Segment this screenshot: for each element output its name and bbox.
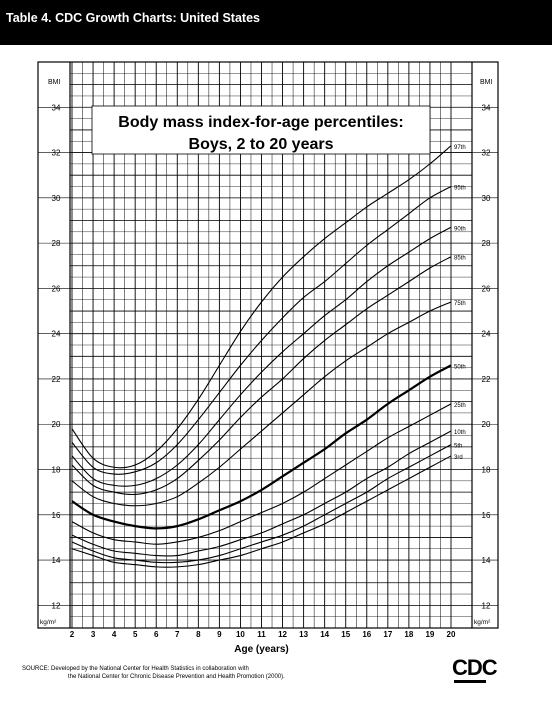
- title-box: [91, 105, 431, 155]
- percentile-label-97th: 97th: [454, 145, 466, 151]
- y-tick-label: 24: [52, 330, 61, 339]
- x-tick-label: 4: [112, 630, 117, 639]
- x-tick-label: 8: [196, 630, 201, 639]
- percentile-curve-25th: [71, 403, 452, 545]
- unit-label-right: kg/m²: [474, 619, 491, 626]
- y-tick-label-right: 18: [482, 466, 491, 475]
- y-tick-label-right: 26: [482, 284, 491, 293]
- y-tick-label: 14: [52, 556, 61, 565]
- x-tick-label: 16: [362, 630, 371, 639]
- percentile-label-10th: 10th: [454, 430, 466, 436]
- y-tick-label: 18: [52, 466, 61, 475]
- y-tick-label-right: 28: [482, 239, 491, 248]
- x-axis-label: Age (years): [234, 644, 288, 655]
- unit-label: kg/m²: [40, 619, 57, 626]
- y-tick-label-right: 24: [482, 330, 491, 339]
- percentile-curve-75th: [71, 301, 452, 507]
- y-tick-label-right: 20: [482, 420, 491, 429]
- x-tick-label: 13: [299, 630, 308, 639]
- x-tick-label: 2: [70, 630, 75, 639]
- percentile-label-25th: 25th: [454, 403, 466, 409]
- x-tick-label: 9: [217, 630, 222, 639]
- x-tick-label: 18: [404, 630, 413, 639]
- x-tick-label: 15: [341, 630, 350, 639]
- percentile-curve-10th: [71, 430, 452, 557]
- x-tick-label: 14: [320, 630, 329, 639]
- percentile-label-3rd: 3rd: [454, 455, 463, 461]
- percentile-curve-95th: [71, 186, 452, 475]
- y-axis-label: BMI: [48, 79, 61, 86]
- cdc-logo-text: CDC: [452, 655, 498, 680]
- y-tick-label: 32: [52, 149, 61, 158]
- y-tick-label: 30: [52, 194, 61, 203]
- x-tick-label: 6: [154, 630, 159, 639]
- x-tick-label: 10: [236, 630, 245, 639]
- x-tick-label: 20: [447, 630, 456, 639]
- chart-subtitle: Boys, 2 to 20 years: [189, 136, 334, 153]
- x-tick-label: 5: [133, 630, 138, 639]
- percentile-label-95th: 95th: [454, 186, 466, 192]
- chart-title: Body mass index-for-age percentiles:: [118, 114, 403, 131]
- x-tick-label: 19: [425, 630, 434, 639]
- percentile-label-5th: 5th: [454, 444, 462, 450]
- percentile-curve-3rd: [71, 455, 452, 568]
- percentile-label-75th: 75th: [454, 301, 466, 307]
- x-tick-label: 12: [278, 630, 287, 639]
- y-tick-label-right: 32: [482, 149, 491, 158]
- logo-underline: [454, 680, 486, 683]
- y-tick-label-right: 12: [482, 601, 491, 610]
- percentile-label-50th: 50th: [454, 364, 466, 370]
- percentile-curve-5th: [71, 444, 452, 564]
- y-tick-label-right: 14: [482, 556, 491, 565]
- x-tick-label: 11: [257, 630, 266, 639]
- y-tick-label-right: 16: [482, 511, 491, 520]
- percentile-curve-50th: [71, 364, 452, 530]
- y-tick-label-right: 30: [482, 194, 491, 203]
- y-tick-label: 12: [52, 601, 61, 610]
- y-axis-label-right: BMI: [480, 79, 493, 86]
- y-tick-label: 16: [52, 511, 61, 520]
- page-title: Table 4. CDC Growth Charts: United State…: [6, 11, 260, 25]
- y-tick-label-right: 22: [482, 375, 491, 384]
- source-line-1: SOURCE: Developed by the National Center…: [22, 666, 249, 672]
- percentile-curve-90th: [71, 226, 452, 487]
- y-tick-label: 26: [52, 284, 61, 293]
- cdc-logo: CDC: [452, 655, 498, 685]
- percentile-curve-97th: [71, 145, 452, 469]
- y-tick-label: 28: [52, 239, 61, 248]
- x-tick-label: 7: [175, 630, 180, 639]
- y-tick-label: 20: [52, 420, 61, 429]
- percentile-curve-85th: [71, 256, 452, 496]
- percentile-label-85th: 85th: [454, 256, 466, 262]
- source-note: SOURCE: Developed by the National Center…: [22, 665, 285, 681]
- x-tick-label: 17: [383, 630, 392, 639]
- x-tick-label: 3: [91, 630, 96, 639]
- y-tick-label-right: 34: [482, 103, 491, 112]
- y-tick-label: 34: [52, 103, 61, 112]
- y-tick-label: 22: [52, 375, 61, 384]
- source-line-2: the National Center for Chronic Disease …: [68, 674, 285, 680]
- percentile-label-90th: 90th: [454, 226, 466, 232]
- page-header: Table 4. CDC Growth Charts: United State…: [0, 0, 552, 45]
